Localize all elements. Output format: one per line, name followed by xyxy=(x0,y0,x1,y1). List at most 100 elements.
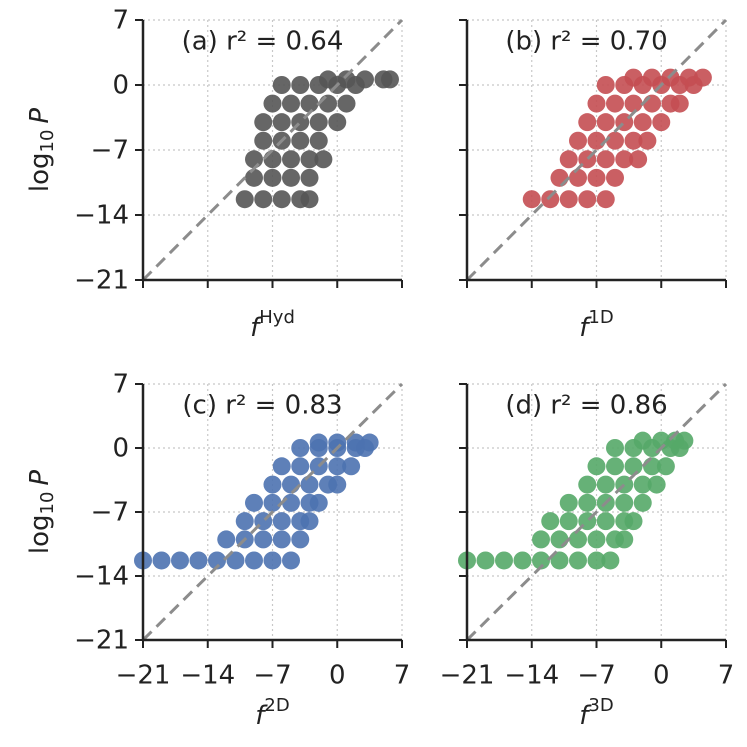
point xyxy=(522,190,541,209)
point xyxy=(226,551,245,570)
point xyxy=(643,94,661,113)
panel-title: (a) r² = 0.64 xyxy=(182,27,344,57)
point xyxy=(282,94,300,113)
x-axis-label-sup: 1D xyxy=(588,307,613,328)
point xyxy=(152,551,171,570)
y-axis-label: log10 P xyxy=(25,108,59,193)
y-tick-label: −7 xyxy=(91,136,129,166)
panel: −21 −14 −7 0 7 −21 −14 −7 0 7 (c) r² = 0.83 f2D log1… xyxy=(25,370,411,731)
point xyxy=(282,168,300,187)
x-tick-label: 0 xyxy=(329,661,346,691)
point xyxy=(356,70,374,89)
point xyxy=(624,457,643,476)
point xyxy=(245,168,263,187)
point xyxy=(342,457,361,476)
point xyxy=(328,457,347,476)
panel: (b) r² = 0.70 f1D xyxy=(459,18,728,343)
reference-line xyxy=(465,382,728,642)
point xyxy=(272,113,291,132)
panel-title: (b) r² = 0.70 xyxy=(505,27,667,57)
point xyxy=(235,190,254,209)
point xyxy=(680,68,698,87)
point xyxy=(263,94,282,113)
point xyxy=(513,551,532,570)
y-axis-label-base: log xyxy=(25,152,55,192)
point xyxy=(291,530,310,549)
point xyxy=(606,131,624,150)
point xyxy=(550,530,569,549)
point xyxy=(569,168,587,187)
point xyxy=(550,168,569,187)
point xyxy=(300,168,319,187)
x-axis-label-sup: 2D xyxy=(264,695,289,716)
point xyxy=(578,190,597,209)
point xyxy=(587,530,606,549)
reference-line xyxy=(465,18,728,282)
point xyxy=(624,68,643,87)
point xyxy=(319,94,337,113)
point xyxy=(559,190,578,209)
point xyxy=(171,551,189,570)
point xyxy=(656,457,675,476)
point xyxy=(633,113,652,132)
point xyxy=(596,512,615,531)
point xyxy=(300,94,319,113)
point xyxy=(208,551,226,570)
point xyxy=(569,530,587,549)
point xyxy=(245,551,263,570)
point xyxy=(629,150,648,169)
y-axis-label: log10 P xyxy=(25,470,59,555)
x-tick-label: 0 xyxy=(653,661,670,691)
point xyxy=(309,493,328,512)
panel: −21 −14 −7 0 7 (a) r² = 0.64 fHyd log10 P xyxy=(25,6,404,343)
point xyxy=(578,493,597,512)
point xyxy=(309,131,328,150)
y-tick-label: −14 xyxy=(74,562,129,592)
point xyxy=(559,493,578,512)
x-axis-label: f3D xyxy=(579,695,613,731)
point xyxy=(606,457,624,476)
reference-line xyxy=(141,18,404,282)
point xyxy=(319,70,337,89)
point xyxy=(532,551,550,570)
point xyxy=(596,190,615,209)
y-tick-label: −21 xyxy=(74,626,129,656)
point xyxy=(328,475,347,494)
point xyxy=(291,131,310,150)
point xyxy=(532,530,550,549)
point xyxy=(272,457,291,476)
reference-line xyxy=(141,382,404,642)
point xyxy=(578,475,597,494)
point xyxy=(596,150,615,169)
point xyxy=(615,530,634,549)
point xyxy=(291,457,310,476)
point xyxy=(300,190,319,209)
y-axis-label-base: log xyxy=(25,514,55,554)
x-tick-label: −14 xyxy=(504,661,559,691)
point xyxy=(615,493,634,512)
y-tick-label: 7 xyxy=(112,370,129,400)
point xyxy=(541,190,560,209)
point xyxy=(254,190,273,209)
x-tick-label: −7 xyxy=(253,661,291,691)
point xyxy=(263,493,282,512)
y-tick-label: −21 xyxy=(74,266,129,296)
point xyxy=(624,512,643,531)
x-tick-label: 7 xyxy=(718,661,735,691)
x-tick-label: 7 xyxy=(394,661,411,691)
x-axis-label: fHyd xyxy=(250,307,295,343)
point xyxy=(606,94,624,113)
point xyxy=(245,150,263,169)
point xyxy=(633,475,652,494)
point xyxy=(633,431,652,450)
point xyxy=(245,493,263,512)
point xyxy=(647,475,666,494)
point xyxy=(254,530,273,549)
point xyxy=(596,475,615,494)
point xyxy=(541,512,560,531)
point xyxy=(652,431,671,450)
point xyxy=(254,113,273,132)
point xyxy=(360,433,379,452)
point xyxy=(337,94,356,113)
